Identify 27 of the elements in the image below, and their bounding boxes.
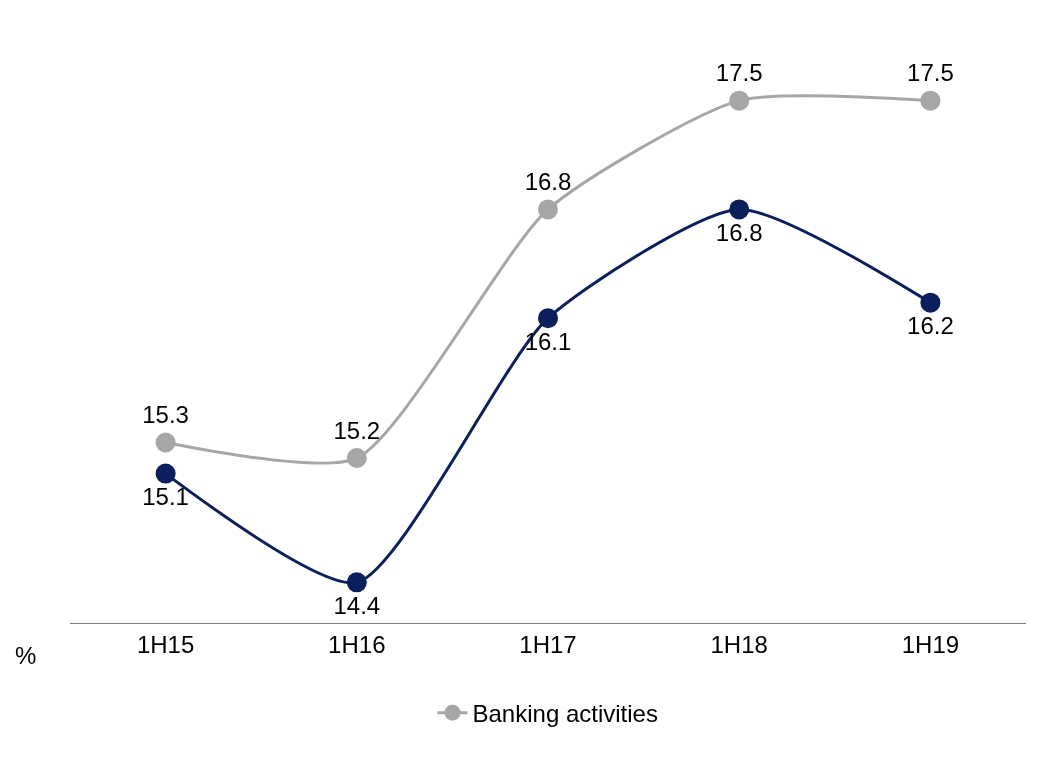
data-label: 15.1 <box>142 483 189 511</box>
data-label: 15.3 <box>142 401 189 428</box>
point <box>920 292 941 313</box>
point <box>346 448 367 469</box>
data-label: 16.8 <box>524 167 572 195</box>
x-tick-label: 1H15 <box>136 630 195 658</box>
point <box>155 463 176 484</box>
x-tick-label: 1H18 <box>710 630 768 658</box>
data-label: 17.5 <box>907 59 954 87</box>
data-label: 16.1 <box>524 327 572 355</box>
x-tick-label: 1H17 <box>519 630 577 658</box>
point <box>538 199 558 220</box>
point <box>920 90 941 111</box>
point <box>346 572 367 593</box>
data-label: 16.8 <box>715 218 763 246</box>
point <box>729 199 750 220</box>
point <box>538 308 558 329</box>
x-tick-label: 1H19 <box>901 630 960 658</box>
data-label: 15.2 <box>333 416 381 444</box>
data-label: 17.5 <box>715 59 763 87</box>
legend-label: Banking activities <box>472 700 658 728</box>
data-label: 14.4 <box>333 591 381 619</box>
x-tick-label: 1H16 <box>328 630 386 658</box>
point <box>729 90 750 111</box>
point <box>155 432 176 453</box>
data-label: 16.2 <box>907 312 954 340</box>
y-axis-title: % <box>15 642 37 669</box>
